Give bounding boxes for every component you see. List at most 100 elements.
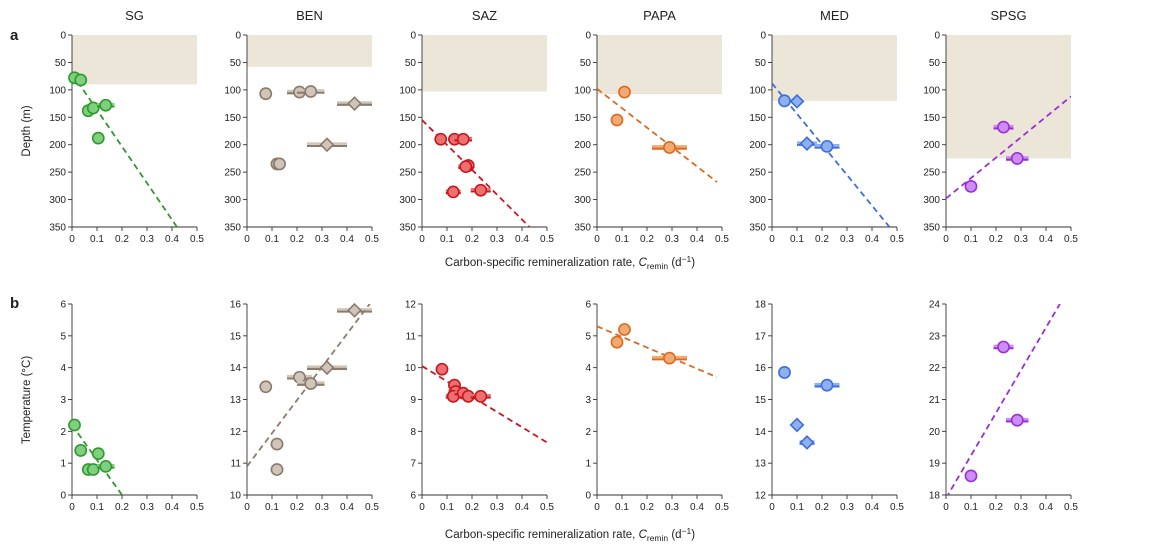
mixed-layer-shade xyxy=(247,35,372,67)
x-tick-label: 0.4 xyxy=(865,234,879,245)
y-tick-label: 200 xyxy=(49,140,66,151)
y-tick-label: 350 xyxy=(574,223,591,234)
data-point xyxy=(91,447,105,461)
panel-letter-b: b xyxy=(10,295,19,312)
x-tick-label: 0.4 xyxy=(690,502,704,513)
panel-b-0: 0 1 2 3 4 5 6 0 0.1 0.2 0.3 0.4 0.5 xyxy=(60,300,204,514)
x-tick-label: 0.1 xyxy=(265,502,279,513)
x-tick-label: 0.4 xyxy=(165,234,179,245)
y-axis-label-depth: Depth (m) xyxy=(21,105,33,156)
column-title: SG xyxy=(125,8,144,23)
y-tick-label: 13 xyxy=(230,395,242,406)
y-tick-label: 100 xyxy=(749,85,766,96)
x-tick-label: 0.3 xyxy=(315,234,329,245)
y-tick-label: 0 xyxy=(60,491,66,502)
y-tick-label: 18 xyxy=(929,491,941,502)
x-axis-label-bottom: Carbon-specific remineralization rate, C… xyxy=(445,526,695,543)
x-tick-label: 0.5 xyxy=(1064,502,1078,513)
x-tick-label: 0.2 xyxy=(989,234,1003,245)
y-tick-label: 6 xyxy=(60,300,66,311)
plot-area xyxy=(72,72,178,227)
data-point xyxy=(74,444,88,457)
x-axis-label-top: Carbon-specific remineralization rate, C… xyxy=(445,254,695,271)
x-tick-label: 0.1 xyxy=(90,502,104,513)
y-tick-label: 100 xyxy=(574,85,591,96)
y-tick-label: 150 xyxy=(923,113,940,124)
y-tick-label: 7 xyxy=(410,459,416,470)
panel-b-4: 12 13 14 15 16 17 18 0 0.1 0.2 0.3 0.4 0.5 xyxy=(755,300,905,514)
x-tick-label: 0.4 xyxy=(515,234,529,245)
y-tick-label: 11 xyxy=(231,459,242,470)
regression-line xyxy=(422,365,547,444)
x-tick-label: 0.5 xyxy=(365,502,379,513)
y-tick-label: 200 xyxy=(749,140,766,151)
y-tick-label: 14 xyxy=(230,363,242,374)
x-tick-label: 0.5 xyxy=(890,234,904,245)
data-point xyxy=(618,323,631,336)
y-tick-label: 15 xyxy=(755,395,767,406)
y-tick-label: 300 xyxy=(574,195,591,206)
data-point xyxy=(68,418,81,432)
y-tick-label: 24 xyxy=(929,300,941,311)
y-tick-label: 350 xyxy=(923,223,940,234)
y-tick-label: 5 xyxy=(60,331,66,342)
data-point xyxy=(74,73,88,87)
x-tick-label: 0.5 xyxy=(1064,234,1078,245)
data-point xyxy=(86,463,100,476)
y-tick-label: 150 xyxy=(574,113,591,124)
x-tick-label: 0.5 xyxy=(890,502,904,513)
data-point xyxy=(99,459,113,473)
y-tick-label: 16 xyxy=(755,363,767,374)
regression-line xyxy=(946,95,1071,200)
x-tick-label: 0.5 xyxy=(190,502,204,513)
mixed-layer-shade xyxy=(946,35,1071,159)
data-point-diamond xyxy=(319,137,335,153)
x-tick-label: 0.3 xyxy=(140,234,154,245)
x-tick-label: 0.1 xyxy=(615,502,629,513)
x-tick-label: 0.2 xyxy=(640,234,654,245)
data-point xyxy=(99,98,113,112)
y-tick-label: 1 xyxy=(60,459,66,470)
y-tick-label: 14 xyxy=(755,427,767,438)
y-tick-label: 300 xyxy=(749,195,766,206)
x-tick-label: 0 xyxy=(594,234,600,245)
y-tick-label: 350 xyxy=(49,223,66,234)
x-tick-label: 0.3 xyxy=(1014,502,1028,513)
y-tick-label: 50 xyxy=(580,58,592,69)
data-point xyxy=(474,389,488,403)
y-tick-label: 350 xyxy=(224,223,241,234)
x-tick-label: 0.4 xyxy=(865,502,879,513)
y-tick-label: 11 xyxy=(406,331,417,342)
x-tick-label: 0.4 xyxy=(340,234,354,245)
x-tick-label: 0 xyxy=(419,234,425,245)
x-tick-label: 0 xyxy=(244,234,250,245)
data-point xyxy=(1010,152,1024,165)
x-tick-label: 0.3 xyxy=(665,234,679,245)
x-tick-label: 0.2 xyxy=(815,234,829,245)
y-tick-label: 0 xyxy=(585,31,591,42)
column-title: MED xyxy=(820,8,849,23)
data-point xyxy=(663,141,676,154)
plot-area xyxy=(422,365,547,444)
y-tick-label: 0 xyxy=(410,31,416,42)
x-tick-label: 0 xyxy=(594,502,600,513)
data-point xyxy=(820,378,834,392)
y-tick-label: 0 xyxy=(585,491,591,502)
plot-area xyxy=(772,82,891,227)
data-point xyxy=(270,437,284,451)
y-tick-label: 50 xyxy=(55,58,67,69)
data-point xyxy=(474,183,488,197)
x-tick-label: 0.2 xyxy=(815,502,829,513)
y-tick-label: 22 xyxy=(929,363,941,374)
mixed-layer-shade xyxy=(597,35,722,95)
y-tick-label: 300 xyxy=(923,195,940,206)
x-tick-label: 0.2 xyxy=(290,502,304,513)
panel-b-5: 18 19 20 21 22 23 24 0 0.1 0.2 0.3 0.4 0.5 xyxy=(929,300,1079,514)
data-point xyxy=(610,113,624,127)
